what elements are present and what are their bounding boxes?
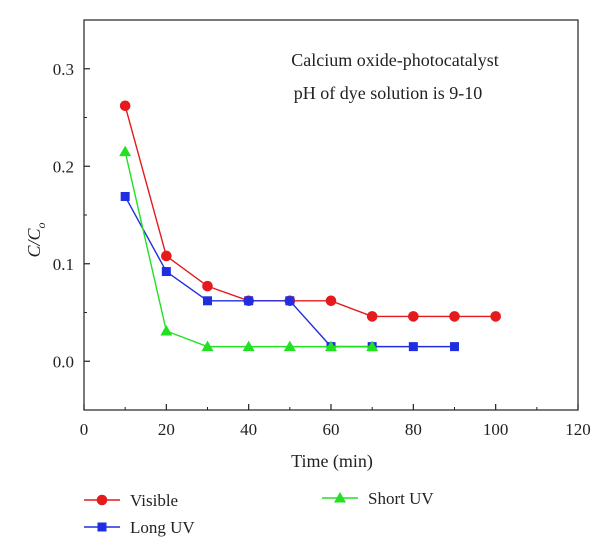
y-axis-title: C/Co <box>24 222 48 257</box>
x-axis-title: Time (min) <box>291 451 373 472</box>
data-point <box>450 342 459 352</box>
plot-frame <box>83 19 579 411</box>
x-axis: 0 20 40 60 80 100 120 <box>80 404 591 439</box>
series-visible <box>119 100 501 322</box>
data-point <box>285 296 295 306</box>
series-line <box>124 105 496 318</box>
data-point <box>408 342 418 352</box>
series-line <box>124 151 373 348</box>
annotation-line-2: pH of dye solution is 9-10 <box>294 83 483 103</box>
y-axis: 0.0 0.1 0.2 0.3 <box>53 19 90 411</box>
y-tick-label: 0.3 <box>53 60 74 79</box>
x-tick-label: 0 <box>80 420 89 439</box>
plot-border <box>83 19 579 411</box>
legend-item: Long UV <box>84 518 195 537</box>
legend-marker <box>97 522 107 532</box>
data-point <box>244 296 254 306</box>
data-point <box>449 311 460 322</box>
data-point <box>283 340 296 352</box>
legend: Visible Long UV Short UV <box>84 489 434 537</box>
x-tick-label: 80 <box>405 420 422 439</box>
legend-item: Visible <box>84 491 178 510</box>
data-point <box>201 340 214 352</box>
legend-marker <box>334 492 346 503</box>
y-axis-title-main: C/C <box>24 228 44 258</box>
series-short-uv <box>119 145 379 352</box>
legend-label: Long UV <box>130 518 195 537</box>
data-point <box>325 340 337 352</box>
legend-marker <box>96 494 108 506</box>
x-tick-label: 120 <box>565 420 591 439</box>
legend-item: Short UV <box>322 489 434 508</box>
x-tick-label: 40 <box>240 420 257 439</box>
legend-label: Visible <box>130 491 178 510</box>
data-point <box>242 340 255 352</box>
data-point <box>325 295 337 307</box>
data-point <box>202 280 213 292</box>
annotation-line-1: Calcium oxide-photocatalyst <box>291 50 498 70</box>
x-tick-label: 60 <box>323 420 340 439</box>
data-point <box>120 191 130 201</box>
x-tick-label: 20 <box>158 420 175 439</box>
series-layer <box>119 100 501 352</box>
y-axis-title-subscript: o <box>34 222 48 228</box>
data-point <box>161 250 172 262</box>
data-point <box>490 311 501 322</box>
series-long-uv <box>120 191 459 352</box>
data-point <box>366 311 378 322</box>
data-point <box>408 311 419 322</box>
x-tick-label: 100 <box>483 420 509 439</box>
data-point <box>160 325 173 336</box>
y-tick-label: 0.2 <box>53 157 74 176</box>
legend-label: Short UV <box>368 489 434 508</box>
series-line <box>124 196 455 348</box>
y-tick-label: 0.0 <box>53 352 74 371</box>
data-point <box>203 296 212 306</box>
data-point <box>119 100 131 112</box>
data-point <box>161 267 171 277</box>
data-point <box>119 145 132 157</box>
data-point <box>366 340 379 352</box>
y-tick-label: 0.1 <box>53 255 74 274</box>
